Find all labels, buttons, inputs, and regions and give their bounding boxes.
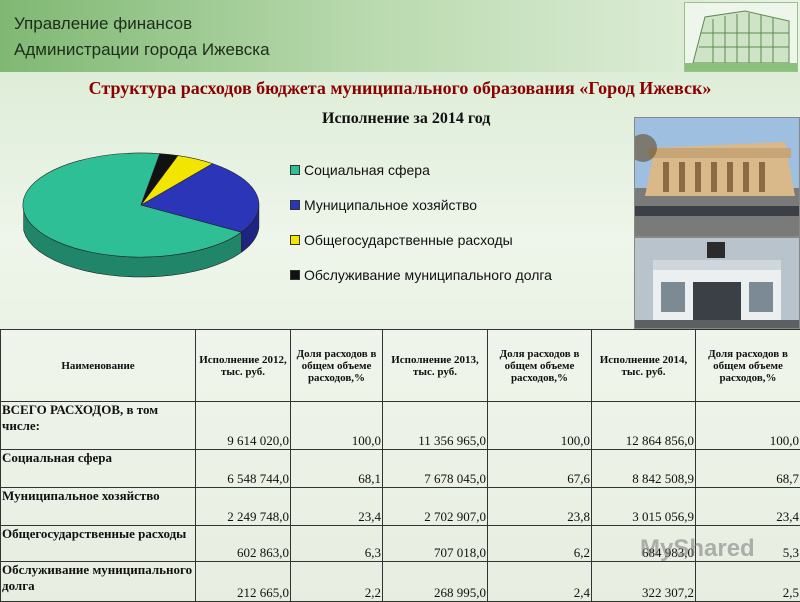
- building-logo: [684, 2, 798, 72]
- watermark-logo: MyShared: [640, 535, 755, 563]
- pie-chart: [16, 150, 266, 290]
- cell-2014: 3 015 056,9: [592, 488, 696, 526]
- page-title: Структура расходов бюджета муниципальног…: [0, 78, 800, 99]
- table-header: Доля расходов в общем объеме расходов,%: [696, 330, 800, 402]
- cell-share-2013: 67,6: [488, 450, 592, 488]
- cell-2013: 11 356 965,0: [383, 402, 488, 450]
- cell-share-2013: 6,2: [488, 526, 592, 562]
- cell-share-2014: 68,7: [696, 450, 800, 488]
- cell-2012: 6 548 744,0: [196, 450, 291, 488]
- legend-swatch: [290, 200, 300, 210]
- cell-share-2012: 6,3: [291, 526, 383, 562]
- table-row: Обслуживание муниципального долга 212 66…: [1, 562, 800, 602]
- cinema-photo: [634, 237, 800, 329]
- legend-label: Общегосударственные расходы: [304, 232, 513, 248]
- cell-share-2014: 100,0: [696, 402, 800, 450]
- cell-2013: 707 018,0: [383, 526, 488, 562]
- cell-2013: 2 702 907,0: [383, 488, 488, 526]
- table-header: Наименование: [1, 330, 196, 402]
- legend-item: Общегосударственные расходы: [290, 230, 552, 265]
- cell-share-2014: 23,4: [696, 488, 800, 526]
- cell-share-2014: 2,5: [696, 562, 800, 602]
- cell-2013: 7 678 045,0: [383, 450, 488, 488]
- cell-2012: 2 249 748,0: [196, 488, 291, 526]
- legend-label: Обслуживание муниципального долга: [304, 267, 552, 283]
- cell-share-2013: 2,4: [488, 562, 592, 602]
- cell-share-2012: 2,2: [291, 562, 383, 602]
- legend-swatch: [290, 270, 300, 280]
- table-header: Исполнение 2013, тыс. руб.: [383, 330, 488, 402]
- legend-item: Социальная сфера: [290, 160, 552, 195]
- row-name: Муниципальное хозяйство: [1, 488, 196, 526]
- chart-legend: Социальная сфера Муниципальное хозяйство…: [290, 160, 552, 300]
- building-photo: [634, 117, 800, 237]
- table-row: Муниципальное хозяйство 2 249 748,0 23,4…: [1, 488, 800, 526]
- row-name: Обслуживание муниципального долга: [1, 562, 196, 602]
- row-name: Общегосударственные расходы: [1, 526, 196, 562]
- table-header: Доля расходов в общем объеме расходов,%: [291, 330, 383, 402]
- cell-share-2012: 68,1: [291, 450, 383, 488]
- legend-swatch: [290, 165, 300, 175]
- legend-label: Муниципальное хозяйство: [304, 197, 477, 213]
- table-row: Социальная сфера 6 548 744,0 68,1 7 678 …: [1, 450, 800, 488]
- cell-share-2013: 100,0: [488, 402, 592, 450]
- header-band: [0, 0, 800, 72]
- legend-swatch: [290, 235, 300, 245]
- cell-2012: 9 614 020,0: [196, 402, 291, 450]
- legend-label: Социальная сфера: [304, 162, 430, 178]
- table-row: ВСЕГО РАСХОДОВ, в том числе: 9 614 020,0…: [1, 402, 800, 450]
- cell-2014: 12 864 856,0: [592, 402, 696, 450]
- table-header: Доля расходов в общем объеме расходов,%: [488, 330, 592, 402]
- table-header: Исполнение 2012, тыс. руб.: [196, 330, 291, 402]
- cell-2012: 212 665,0: [196, 562, 291, 602]
- cell-share-2012: 100,0: [291, 402, 383, 450]
- row-name: Социальная сфера: [1, 450, 196, 488]
- row-name: ВСЕГО РАСХОДОВ, в том числе:: [1, 402, 196, 450]
- cell-share-2013: 23,8: [488, 488, 592, 526]
- chart-title: Исполнение за 2014 год: [322, 110, 490, 128]
- cell-2014: 8 842 508,9: [592, 450, 696, 488]
- legend-item: Муниципальное хозяйство: [290, 195, 552, 230]
- cell-2014: 322 307,2: [592, 562, 696, 602]
- org-name-line2: Администрации города Ижевска: [14, 40, 270, 60]
- cell-share-2012: 23,4: [291, 488, 383, 526]
- org-name-line1: Управление финансов: [14, 14, 192, 34]
- cell-2013: 268 995,0: [383, 562, 488, 602]
- cell-2012: 602 863,0: [196, 526, 291, 562]
- table-header: Исполнение 2014, тыс. руб.: [592, 330, 696, 402]
- legend-item: Обслуживание муниципального долга: [290, 265, 552, 300]
